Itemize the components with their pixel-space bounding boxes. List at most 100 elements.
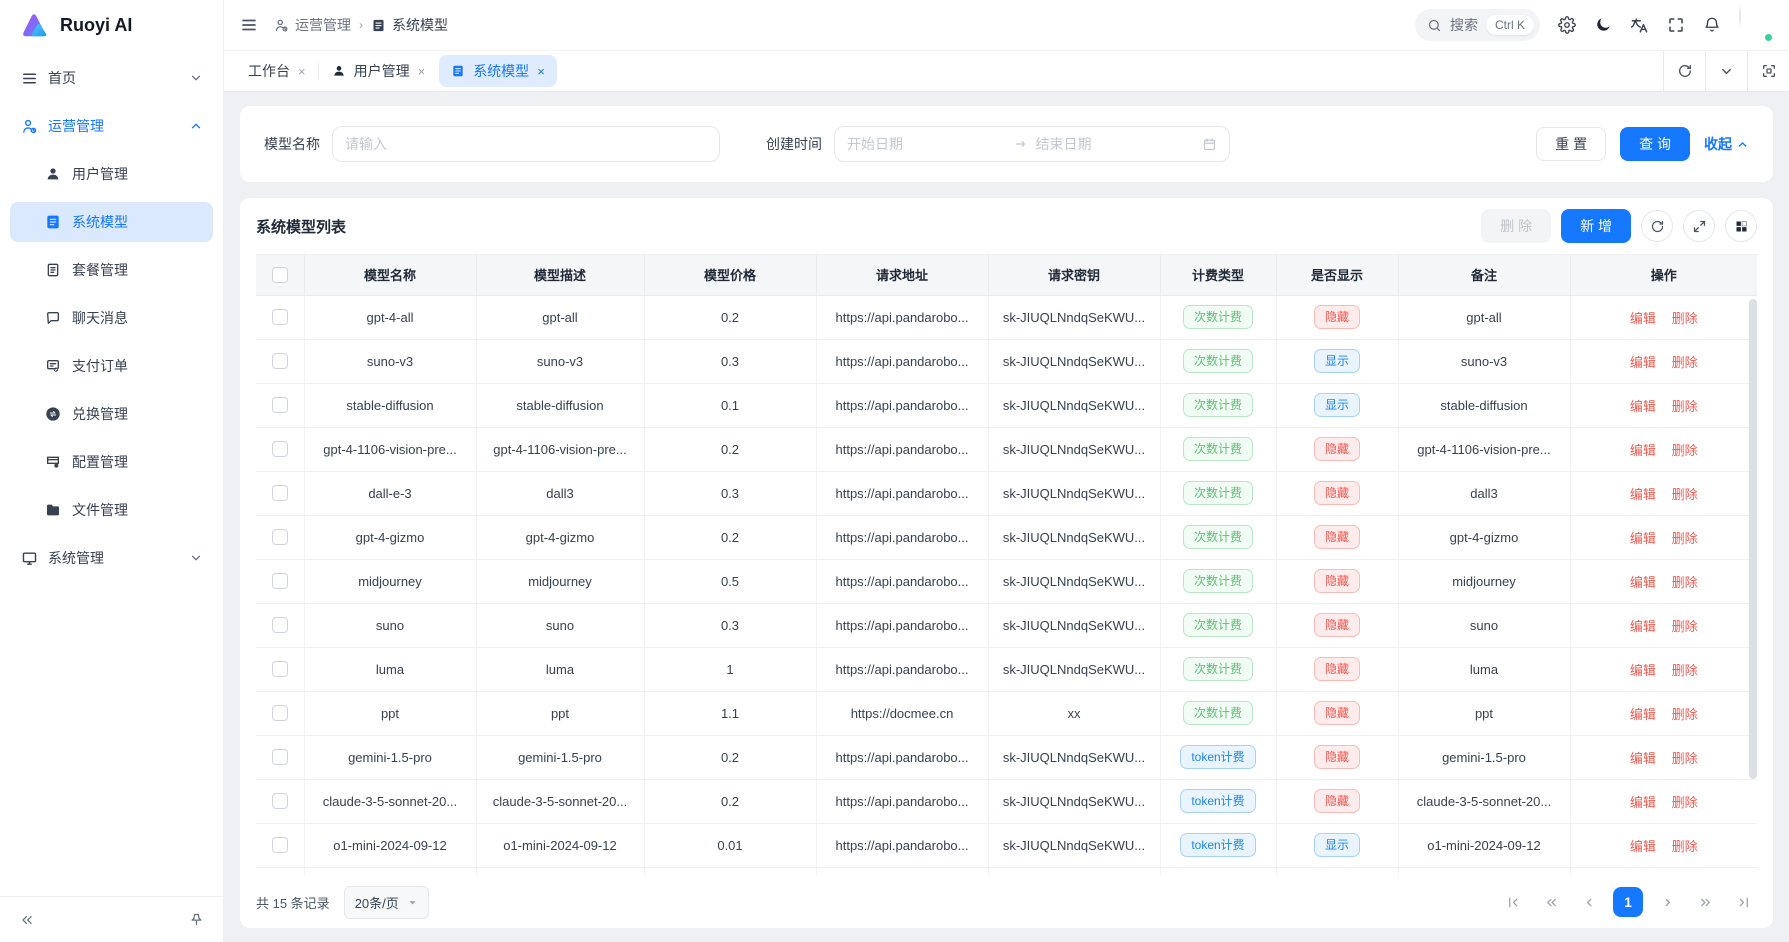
delete-link[interactable]: 删除 [1671, 398, 1698, 414]
delete-link[interactable]: 删除 [1671, 838, 1698, 854]
row-checkbox[interactable] [271, 353, 288, 370]
row-checkbox[interactable] [271, 397, 288, 414]
sidebar-item-chat-messages[interactable]: 聊天消息 [10, 298, 213, 338]
column-settings-icon[interactable] [1725, 210, 1757, 242]
delete-link[interactable]: 删除 [1671, 750, 1698, 766]
row-checkbox[interactable] [271, 617, 288, 634]
table-row: o1-mini-2024-09-12 o1-mini-2024-09-12 0.… [256, 823, 1757, 868]
delete-link[interactable]: 删除 [1671, 310, 1698, 326]
select-all-checkbox[interactable] [271, 267, 288, 284]
fullscreen-table-icon[interactable] [1683, 210, 1715, 242]
edit-link[interactable]: 编辑 [1629, 794, 1656, 810]
next-5-pages-button[interactable] [1691, 888, 1719, 916]
row-checkbox[interactable] [271, 705, 288, 722]
refresh-tab-icon[interactable] [1663, 51, 1705, 91]
sidebar-item-payment-orders[interactable]: 支付订单 [10, 346, 213, 386]
collapse-filter-link[interactable]: 收起 [1704, 134, 1749, 154]
pin-icon[interactable] [183, 907, 209, 933]
sidebar-item-config[interactable]: 配置管理 [10, 442, 213, 482]
sidebar-item-home[interactable]: 首页 [10, 58, 213, 98]
collapse-sidebar-icon[interactable] [14, 907, 40, 933]
delete-link[interactable]: 删除 [1671, 486, 1698, 502]
cell-remark: gemini-1.5-pro [1398, 735, 1571, 780]
delete-link[interactable]: 删除 [1671, 574, 1698, 590]
add-button[interactable]: 新 增 [1561, 209, 1631, 243]
delete-link[interactable]: 删除 [1671, 354, 1698, 370]
edit-link[interactable]: 编辑 [1629, 442, 1656, 458]
refresh-table-icon[interactable] [1641, 210, 1673, 242]
model-name-input[interactable] [332, 126, 720, 162]
edit-link[interactable]: 编辑 [1629, 706, 1656, 722]
edit-link[interactable]: 编辑 [1629, 750, 1656, 766]
tab-user-management[interactable]: 用户管理 × [317, 55, 438, 87]
sidebar-item-exchange[interactable]: 兑换管理 [10, 394, 213, 434]
close-tab-icon[interactable]: × [417, 63, 426, 79]
cell-model-price: 0.2 [644, 295, 817, 340]
page-size-select[interactable]: 20条/页 [343, 885, 429, 919]
edit-link[interactable]: 编辑 [1629, 838, 1656, 854]
maximize-content-icon[interactable] [1747, 51, 1789, 91]
row-checkbox[interactable] [271, 573, 288, 590]
edit-link[interactable]: 编辑 [1629, 618, 1656, 634]
delete-link[interactable]: 删除 [1671, 706, 1698, 722]
fullscreen-icon[interactable] [1667, 16, 1685, 34]
brand[interactable]: Ruoyi AI [0, 0, 223, 50]
row-checkbox[interactable] [271, 793, 288, 810]
dark-mode-moon-icon[interactable] [1594, 16, 1612, 34]
global-search[interactable]: 搜索 Ctrl K [1415, 9, 1540, 41]
search-button[interactable]: 查 询 [1620, 127, 1690, 161]
row-checkbox[interactable] [271, 309, 288, 326]
edit-link[interactable]: 编辑 [1629, 574, 1656, 590]
delete-link[interactable]: 删除 [1671, 530, 1698, 546]
tab-system-models[interactable]: 系统模型 × [439, 55, 557, 87]
row-checkbox[interactable] [271, 661, 288, 678]
date-range-picker[interactable]: 开始日期 结束日期 [834, 126, 1230, 162]
prev-page-button[interactable] [1575, 888, 1603, 916]
notifications-bell-icon[interactable] [1703, 16, 1721, 34]
tab-workbench[interactable]: 工作台 × [236, 55, 318, 87]
reset-button[interactable]: 重 置 [1536, 127, 1607, 161]
settings-gear-icon[interactable] [1558, 16, 1576, 34]
next-page-button[interactable] [1653, 888, 1681, 916]
user-avatar[interactable] [1739, 7, 1774, 43]
delete-link[interactable]: 删除 [1671, 794, 1698, 810]
last-page-button[interactable] [1729, 888, 1757, 916]
row-checkbox[interactable] [271, 441, 288, 458]
delete-link[interactable]: 删除 [1671, 662, 1698, 678]
prev-5-pages-button[interactable] [1537, 888, 1565, 916]
sidebar-toggle-icon[interactable] [240, 16, 258, 34]
close-tab-icon[interactable]: × [537, 63, 545, 79]
cell-remark: gpt-4-1106-vision-pre... [1398, 427, 1571, 472]
edit-link[interactable]: 编辑 [1629, 530, 1656, 546]
delete-button[interactable]: 删 除 [1481, 209, 1552, 243]
billing-type-badge: 次数计费 [1182, 393, 1253, 417]
row-checkbox[interactable] [271, 837, 288, 854]
edit-link[interactable]: 编辑 [1629, 310, 1656, 326]
model-name-label: 模型名称 [264, 136, 320, 152]
row-checkbox[interactable] [271, 529, 288, 546]
sidebar-item-system-models[interactable]: 系统模型 [10, 202, 213, 242]
first-page-button[interactable] [1499, 888, 1527, 916]
row-checkbox[interactable] [271, 749, 288, 766]
visibility-badge: 显示 [1313, 393, 1360, 417]
current-page-button[interactable]: 1 [1613, 887, 1643, 917]
sidebar-item-system-admin[interactable]: 系统管理 [10, 538, 213, 578]
sidebar-item-packages[interactable]: 套餐管理 [10, 250, 213, 290]
vertical-scrollbar[interactable] [1749, 299, 1757, 779]
sidebar-item-operations[interactable]: 运营管理 [10, 106, 213, 146]
breadcrumb-item-operations[interactable]: 运营管理 [274, 15, 351, 35]
visibility-badge: 隐藏 [1313, 789, 1360, 813]
breadcrumb-item-system-models[interactable]: 系统模型 [371, 15, 448, 35]
edit-link[interactable]: 编辑 [1629, 398, 1656, 414]
sidebar-item-files[interactable]: 文件管理 [10, 490, 213, 530]
translate-icon[interactable] [1630, 16, 1649, 35]
delete-link[interactable]: 删除 [1671, 442, 1698, 458]
edit-link[interactable]: 编辑 [1629, 662, 1656, 678]
close-tab-icon[interactable]: × [298, 63, 306, 79]
tab-menu-chevron-icon[interactable] [1705, 51, 1747, 91]
edit-link[interactable]: 编辑 [1629, 486, 1656, 502]
row-checkbox[interactable] [271, 485, 288, 502]
edit-link[interactable]: 编辑 [1629, 354, 1656, 370]
delete-link[interactable]: 删除 [1671, 618, 1698, 634]
sidebar-item-users[interactable]: 用户管理 [10, 154, 213, 194]
